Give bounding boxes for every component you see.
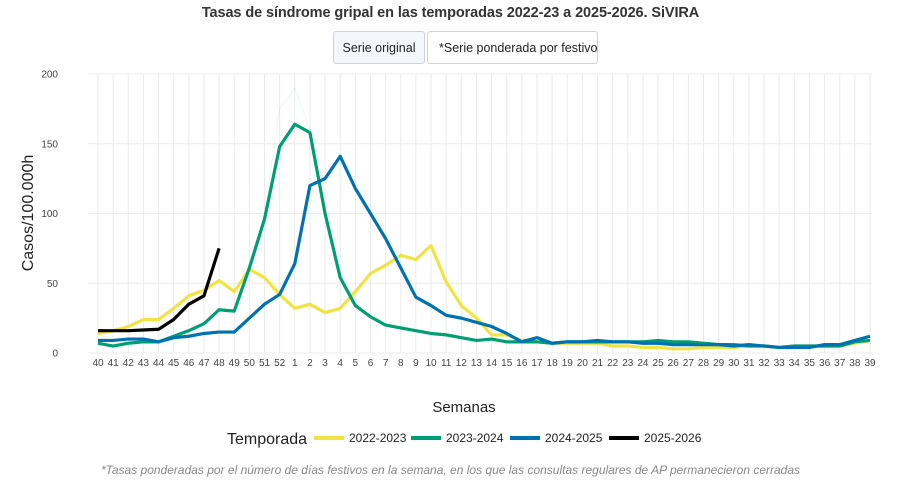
x-tick-label: 37 (834, 358, 846, 369)
series-lines (97, 122, 871, 351)
x-axis-label: Semanas (432, 399, 495, 416)
x-tick-label: 33 (774, 358, 786, 369)
x-tick-label: 20 (577, 358, 589, 369)
x-axis-ticks: 40 41 42 43 44 45 46 47 48 49 50 51 52 1 2 3 4 5 6 7 8 9 10 11 1… (92, 358, 876, 369)
x-tick-label: 14 (486, 358, 498, 369)
x-tick-label: 12 (456, 358, 468, 369)
x-tick-label: 9 (413, 358, 419, 369)
x-tick-label: 39 (864, 358, 876, 369)
grid (88, 73, 872, 354)
x-tick-label: 28 (698, 358, 710, 369)
x-tick-label: 16 (516, 358, 528, 369)
x-tick-label: 15 (501, 358, 513, 369)
ghost-series-line (97, 86, 871, 348)
x-tick-label: 38 (849, 358, 861, 369)
chart-title: Tasas de síndrome gripal en las temporad… (201, 5, 700, 21)
x-tick-label: 31 (743, 358, 755, 369)
x-tick-label: 30 (728, 358, 740, 369)
y-tick-label: 50 (47, 279, 59, 290)
x-tick-label: 40 (92, 358, 104, 369)
y-tick-label: 150 (41, 139, 58, 150)
legend-title: Temporada (227, 431, 307, 448)
serie-ponderada-button[interactable]: *Serie ponderada por festivos (427, 31, 598, 64)
legend: Temporada 2022-2023 2023-2024 2024-2025 202… (227, 431, 702, 448)
x-tick-label: 4 (337, 358, 343, 369)
x-tick-label: 46 (183, 358, 195, 369)
y-axis-label: Casos/100.000h (20, 155, 37, 272)
x-tick-label: 52 (274, 358, 286, 369)
x-tick-label: 21 (592, 358, 604, 369)
ghost-series (97, 86, 871, 348)
series-line-2025-2026[interactable] (98, 247, 221, 333)
x-tick-label: 3 (322, 358, 328, 369)
y-tick-label: 200 (41, 70, 58, 81)
x-tick-label: 19 (562, 358, 574, 369)
legend-item-label[interactable]: 2022-2023 (349, 431, 407, 445)
legend-item-label[interactable]: 2023-2024 (446, 431, 504, 445)
x-tick-label: 47 (198, 358, 210, 369)
x-tick-label: 51 (259, 358, 271, 369)
x-tick-label: 34 (789, 358, 801, 369)
x-tick-label: 10 (425, 358, 437, 369)
y-tick-label: 0 (52, 349, 58, 360)
x-tick-label: 1 (292, 358, 298, 369)
x-tick-label: 6 (368, 358, 374, 369)
y-axis-ticks: 0 50 100 150 200 (41, 70, 58, 360)
y-tick-label: 100 (41, 209, 58, 220)
x-tick-label: 18 (547, 358, 559, 369)
footnote: *Tasas ponderadas por el número de días … (100, 463, 801, 477)
x-tick-label: 23 (622, 358, 634, 369)
x-tick-label: 41 (108, 358, 120, 369)
x-tick-label: 25 (653, 358, 665, 369)
x-tick-label: 11 (441, 358, 452, 369)
x-tick-label: 17 (531, 358, 543, 369)
series-line-2023-2024[interactable] (97, 122, 871, 350)
x-tick-label: 8 (398, 358, 404, 369)
x-tick-label: 42 (123, 358, 135, 369)
x-tick-label: 50 (244, 358, 256, 369)
x-tick-label: 36 (819, 358, 831, 369)
x-tick-label: 2 (307, 358, 313, 369)
x-tick-label: 7 (383, 358, 389, 369)
x-tick-label: 45 (168, 358, 180, 369)
x-tick-label: 29 (713, 358, 725, 369)
series-line-2024-2025[interactable] (98, 154, 871, 350)
x-tick-label: 32 (758, 358, 770, 369)
x-tick-label: 5 (353, 358, 359, 369)
x-tick-label: 13 (471, 358, 483, 369)
legend-item-label[interactable]: 2025-2026 (644, 431, 702, 445)
legend-item-label[interactable]: 2024-2025 (545, 431, 603, 445)
x-tick-label: 35 (804, 358, 816, 369)
serie-original-button[interactable]: Serie original (333, 31, 425, 64)
x-tick-label: 22 (607, 358, 619, 369)
x-tick-label: 48 (214, 358, 226, 369)
x-tick-label: 24 (637, 358, 649, 369)
x-tick-label: 44 (153, 358, 165, 369)
x-tick-label: 43 (138, 358, 150, 369)
x-tick-label: 49 (229, 358, 241, 369)
x-tick-label: 27 (683, 358, 695, 369)
x-tick-label: 26 (668, 358, 680, 369)
